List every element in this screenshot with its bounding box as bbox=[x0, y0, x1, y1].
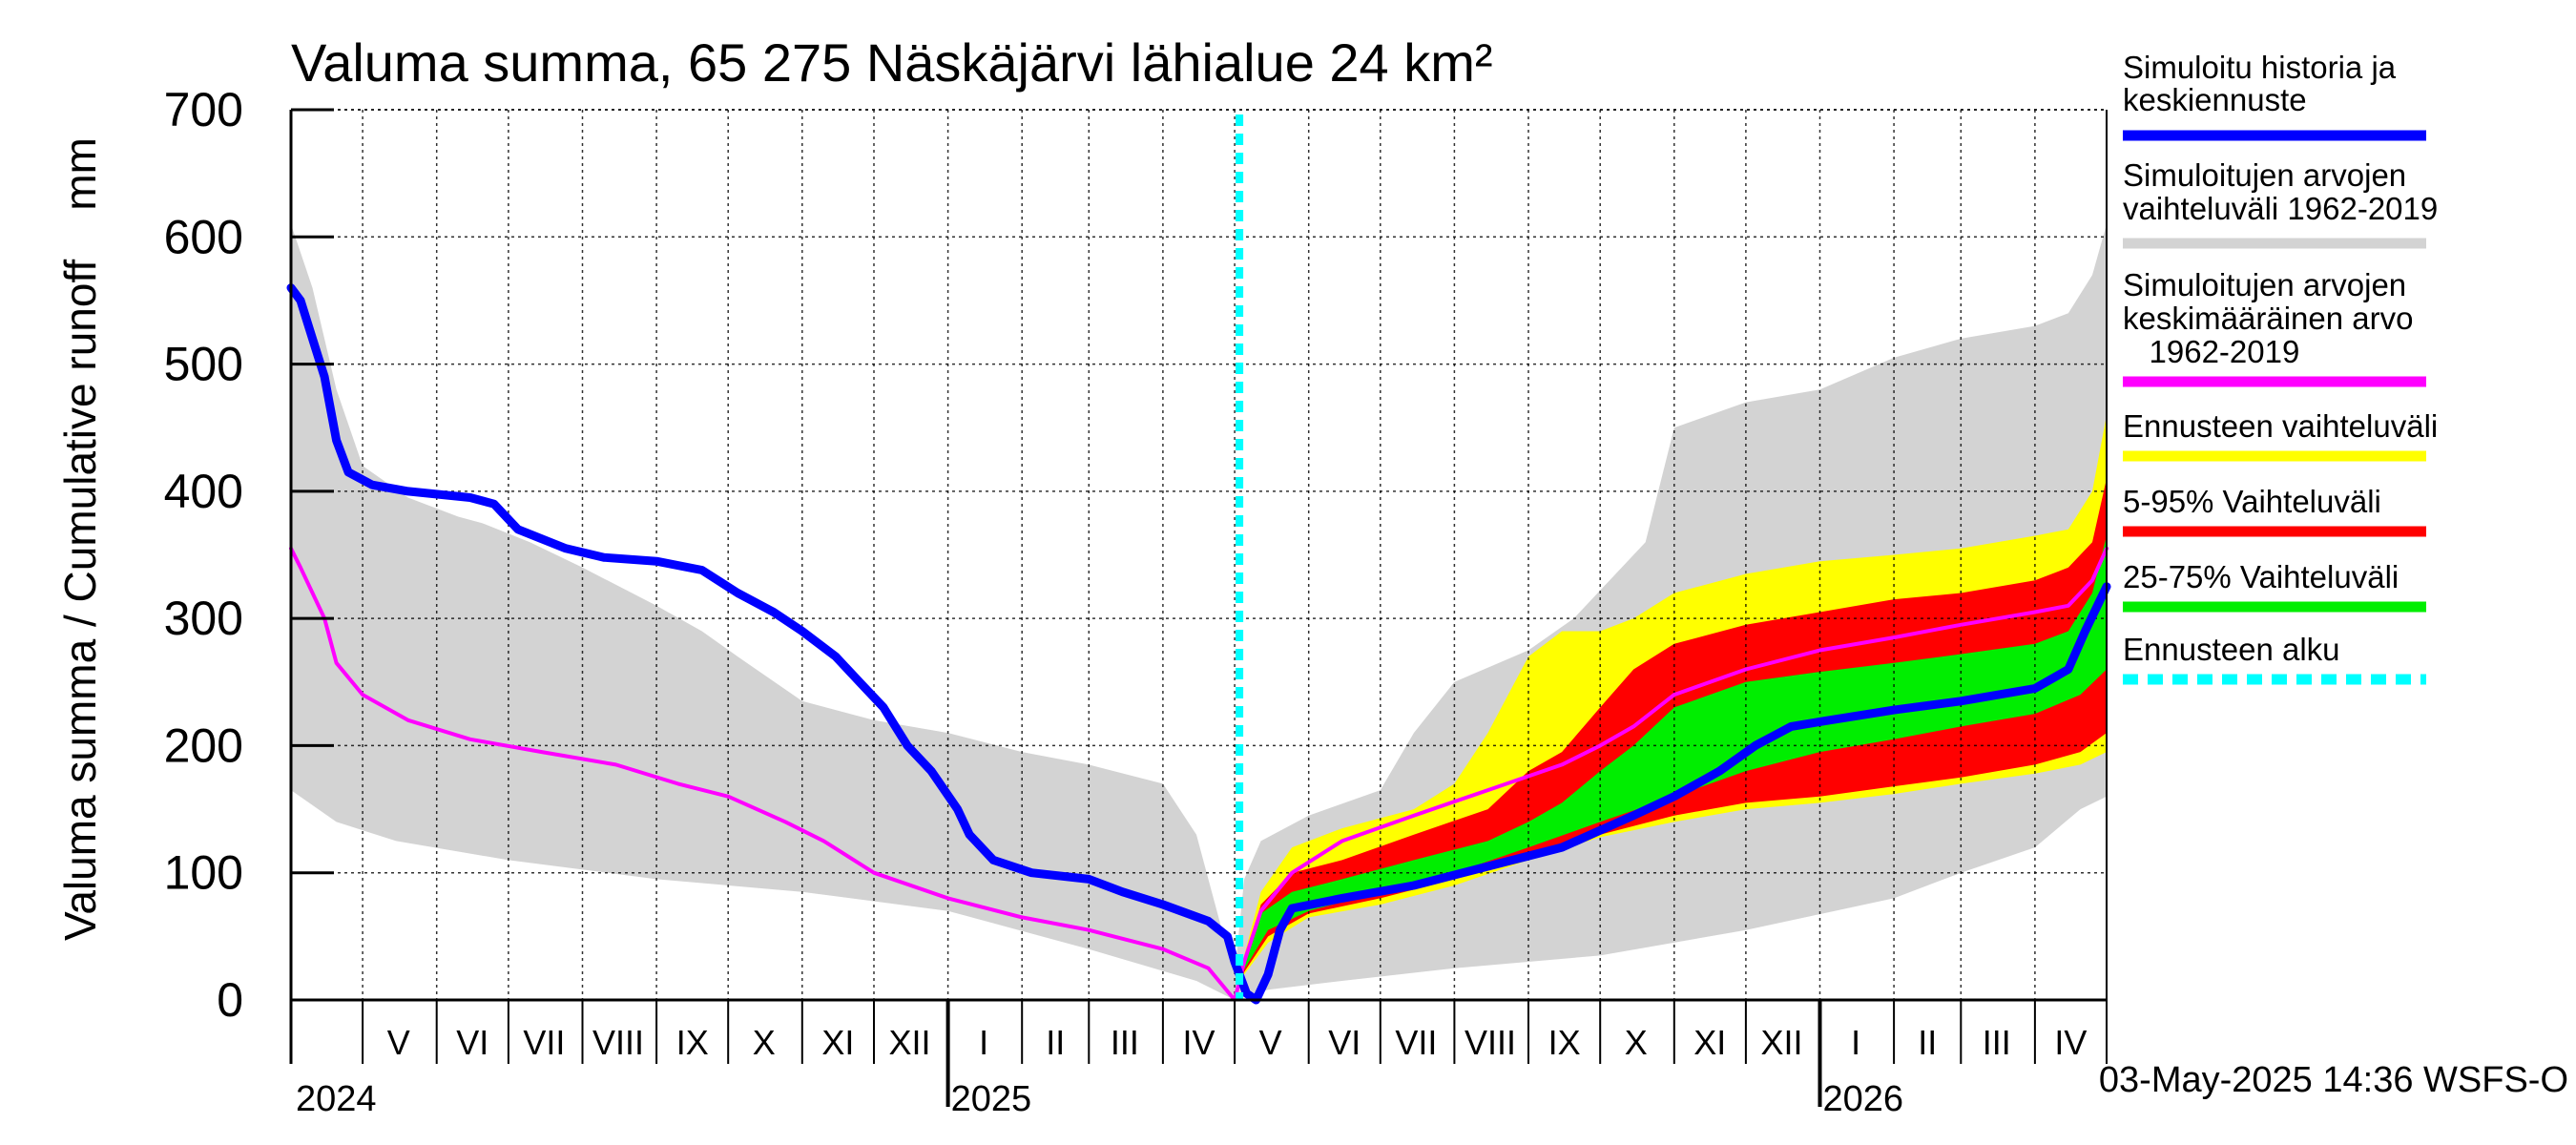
year-label: 2025 bbox=[951, 1079, 1032, 1119]
month-label: I bbox=[979, 1023, 988, 1062]
y-tick-label: 500 bbox=[164, 338, 243, 391]
month-label: IV bbox=[1182, 1023, 1215, 1062]
month-label: IX bbox=[676, 1023, 709, 1062]
x-month-labels: V VI VII VIII IX X XI XII I II III IV V VI VII VIII IX X X… bbox=[296, 1023, 2087, 1119]
month-label: V bbox=[387, 1023, 410, 1062]
month-label: VII bbox=[1395, 1023, 1437, 1062]
month-label: VI bbox=[456, 1023, 488, 1062]
grid-lines bbox=[291, 109, 2108, 1000]
legend-label: vaihteluväli 1962-2019 bbox=[2123, 191, 2438, 226]
line-simulated-history-and-median-forecast bbox=[286, 283, 2111, 1005]
month-label: VII bbox=[523, 1023, 565, 1062]
legend-label: Simuloitu historia ja bbox=[2123, 50, 2397, 85]
month-label: X bbox=[1625, 1023, 1648, 1062]
month-label: II bbox=[1046, 1023, 1065, 1062]
legend-label: Simuloitujen arvojen bbox=[2123, 157, 2406, 193]
chart-title: Valuma summa, 65 275 Näskäjärvi lähialue… bbox=[291, 32, 1493, 93]
legend-label: Simuloitujen arvojen bbox=[2123, 267, 2406, 302]
y-tick-label: 0 bbox=[217, 973, 243, 1027]
y-tick-label: 300 bbox=[164, 592, 243, 645]
y-tick-label: 400 bbox=[164, 465, 243, 518]
month-label: III bbox=[1111, 1023, 1139, 1062]
month-label: XII bbox=[1760, 1023, 1802, 1062]
legend-label: 5-95% Vaihteluväli bbox=[2123, 484, 2381, 519]
band-25-75-range bbox=[1235, 535, 2107, 1000]
y-tick-label: 700 bbox=[164, 83, 243, 136]
month-label: IX bbox=[1548, 1023, 1581, 1062]
month-label: III bbox=[1983, 1023, 2011, 1062]
y-axis-label: Valuma summa / Cumulative runoff mm bbox=[55, 137, 105, 941]
y-tick-label: 100 bbox=[164, 846, 243, 900]
legend-label: Ennusteen alku bbox=[2123, 632, 2340, 667]
year-label: 2024 bbox=[296, 1079, 377, 1119]
month-label: I bbox=[1851, 1023, 1860, 1062]
year-label: 2026 bbox=[1823, 1079, 1904, 1119]
series-lines bbox=[286, 283, 2111, 1005]
legend-label: keskiennuste bbox=[2123, 82, 2307, 117]
legend-label: 1962-2019 bbox=[2123, 334, 2299, 369]
month-label: XII bbox=[888, 1023, 930, 1062]
y-tick-label: 600 bbox=[164, 210, 243, 263]
month-label: X bbox=[753, 1023, 776, 1062]
legend-label: keskimääräinen arvo bbox=[2123, 301, 2413, 336]
month-label: II bbox=[1918, 1023, 1937, 1062]
y-tick-labels: 0 100 200 300 400 500 600 700 bbox=[164, 83, 243, 1027]
legend-label: Ennusteen vaihteluväli bbox=[2123, 408, 2438, 444]
month-label: XI bbox=[821, 1023, 854, 1062]
month-label: IV bbox=[2054, 1023, 2087, 1062]
month-label: XI bbox=[1693, 1023, 1726, 1062]
legend-label: 25-75% Vaihteluväli bbox=[2123, 559, 2399, 594]
month-label: V bbox=[1259, 1023, 1282, 1062]
month-label: VIII bbox=[1465, 1023, 1516, 1062]
chart-footer: 03-May-2025 14:36 WSFS-O bbox=[2099, 1060, 2568, 1100]
y-tick-label: 200 bbox=[164, 718, 243, 772]
axes bbox=[289, 108, 2108, 1107]
month-label: VIII bbox=[592, 1023, 644, 1062]
line-simulated-mean-1962-2019 bbox=[289, 546, 2109, 1002]
month-label: VI bbox=[1328, 1023, 1361, 1062]
